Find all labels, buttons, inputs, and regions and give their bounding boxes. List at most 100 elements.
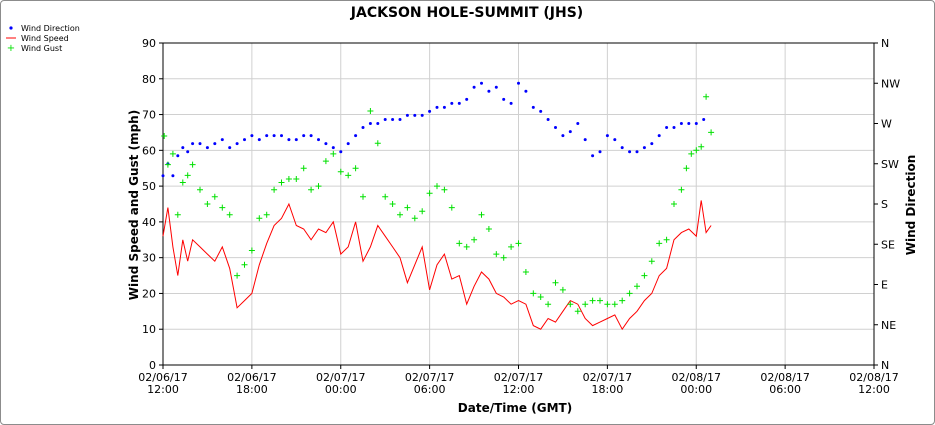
wind-direction-point [376,122,380,125]
wind-direction-point [398,118,402,121]
wind-gust-point [337,168,344,175]
wind-direction-point [554,126,557,129]
wind-gust-point [179,179,186,186]
y-tick-label: 30 [142,252,156,265]
wind-gust-point [671,201,677,207]
wind-gust-point [698,143,705,150]
wind-gust-point [456,240,463,247]
wind-gust-point [648,258,655,265]
wind-direction-point [324,142,328,146]
wind-direction-point [294,138,298,142]
wind-gust-point [352,165,359,172]
right-tick-label: NW [881,77,900,90]
wind-gust-point [688,150,695,157]
x-tick-time: 00:00 [680,383,712,396]
x-tick-time: 12:00 [147,383,179,396]
wind-direction-point [657,134,661,138]
y-tick-label: 90 [142,37,156,50]
wind-gust-point [626,290,633,297]
wind-direction-point [457,101,461,105]
wind-direction-point [405,113,409,117]
wind-gust-point [611,301,618,308]
wind-gust-point [574,308,581,315]
wind-direction-point [317,138,320,142]
wind-direction-point [280,134,283,138]
wind-gust-point [641,272,648,279]
x-tick-time: 06:00 [414,383,446,396]
wind-gust-point [567,301,574,308]
wind-gust-point [589,297,596,304]
wind-direction-point [591,154,595,158]
wind-gust-point [515,240,522,247]
y-tick-label: 80 [142,73,156,86]
wind-direction-point [228,146,232,150]
wind-direction-point [642,146,646,150]
wind-direction-point [687,122,691,125]
wind-gust-point [278,179,285,186]
wind-gust-point [169,150,176,157]
right-axis-label: Wind Direction [904,155,918,256]
wind-gust-point [530,290,537,297]
wind-direction-point [539,109,543,113]
wind-direction-point [413,113,417,117]
wind-gust-point [161,133,168,139]
wind-gust-point [678,186,685,193]
y-tick-label: 0 [149,359,156,372]
wind-gust-point [300,165,307,172]
legend-label-speed: Wind Speed [21,34,69,43]
wind-direction-point [502,97,506,101]
x-tick-date: 02/07/17 [583,371,632,384]
legend-label-direction: Wind Direction [21,24,80,33]
wind-direction-point [213,142,217,146]
wind-gust-point [708,129,715,136]
wind-direction-point [450,101,454,105]
wind-gust-point [197,186,203,193]
y-axis-label: Wind Speed and Gust (mph) [127,110,141,300]
right-tick-label: S [881,198,888,211]
wind-direction-point [672,126,676,129]
wind-gust-point [419,208,426,215]
x-tick-time: 18:00 [592,383,624,396]
y-tick-label: 40 [142,216,156,229]
wind-gust-point [184,172,191,179]
wind-gust-point [485,226,492,232]
legend-marker-direction [9,26,13,30]
wind-direction-point [465,97,469,101]
wind-direction-point [265,134,269,138]
wind-gust-point [174,211,181,218]
wind-direction-point [628,150,632,154]
x-tick-date: 02/06/17 [227,371,276,384]
wind-gust-point [663,236,670,243]
wind-gust-point [693,147,700,154]
wind-gust-point [315,183,322,190]
y-tick-label: 50 [142,180,156,193]
wind-direction-point [561,134,565,138]
wind-gust-point [330,150,337,157]
wind-direction-point [472,85,476,89]
y-tick-label: 70 [142,109,156,122]
wind-gust-point [211,193,218,200]
wind-gust-point [345,172,352,179]
wind-gust-point [426,190,433,197]
wind-gust-point [552,279,559,286]
x-tick-time: 12:00 [858,383,890,396]
wind-direction-point [391,118,395,121]
wind-direction-point [605,134,609,138]
right-tick-label: N [881,359,889,372]
wind-direction-point [583,138,587,142]
wind-gust-point [360,193,366,200]
x-axis-ticks: 02/06/1712:0002/06/1718:0002/07/1700:000… [138,365,899,396]
wind-gust-point [582,301,589,308]
wind-direction-point [354,134,358,138]
wind-direction-point [287,138,291,142]
wind-gust-point [219,204,226,211]
wind-gust-point [226,211,233,218]
wind-direction-point [181,146,185,150]
wind-gust-point [478,211,485,218]
right-tick-label: E [881,279,888,292]
wind-gust-point [271,186,278,193]
wind-direction-point [171,174,175,178]
wind-gust-point [397,211,403,218]
x-tick-date: 02/07/17 [405,371,454,384]
wind-gust-point [434,183,440,190]
